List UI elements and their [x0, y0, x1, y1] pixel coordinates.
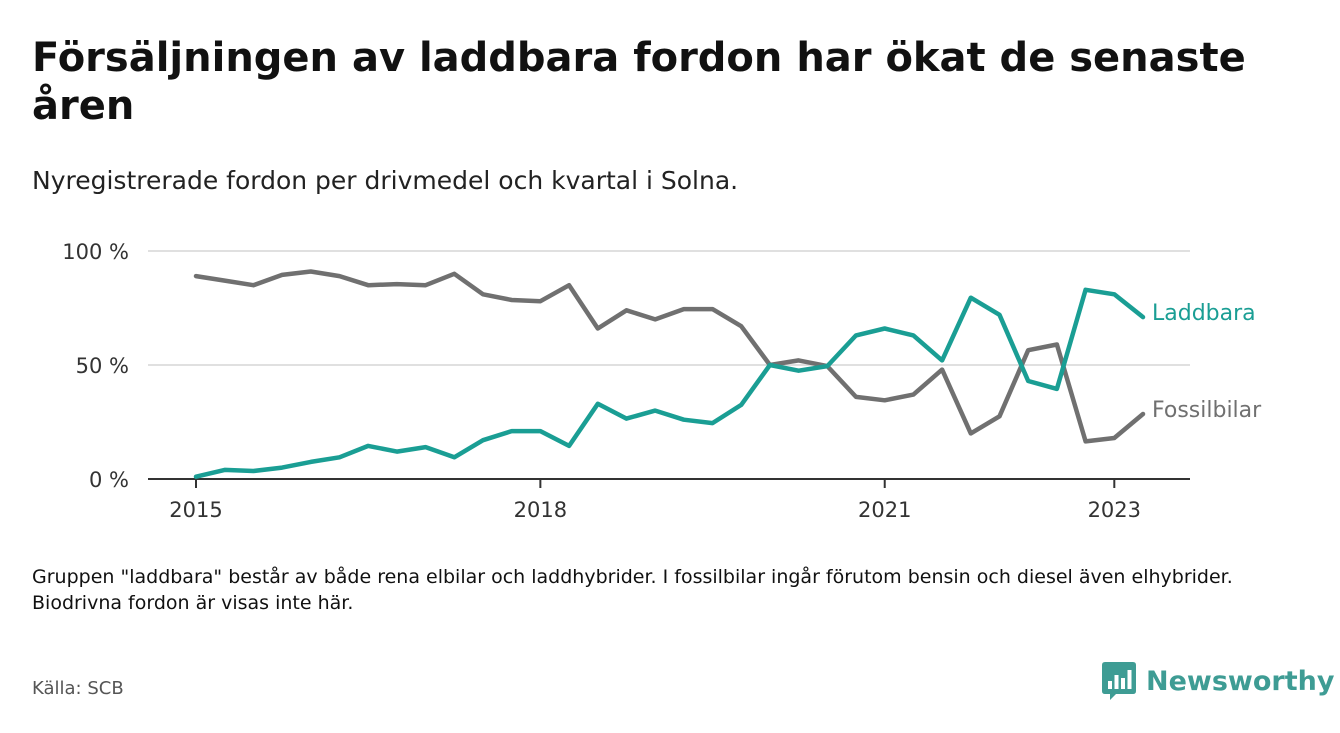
series-label-laddbara: Laddbara: [1152, 301, 1256, 326]
y-tick-label: 100 %: [62, 240, 129, 264]
x-tick-label: 2015: [169, 498, 222, 522]
y-tick-label: 0 %: [89, 468, 129, 492]
y-tick-label: 50 %: [76, 354, 129, 378]
source-text: Källa: SCB: [32, 678, 124, 699]
brand-name: Newsworthy: [1146, 665, 1335, 697]
chart-subtitle: Nyregistrerade fordon per drivmedel och …: [32, 166, 739, 195]
series-label-fossilbilar: Fossilbilar: [1152, 398, 1262, 423]
chart-title: Försäljningen av laddbara fordon har öka…: [32, 35, 1246, 129]
line-chart: 0 % 50 % 100 % 2015 2018 2021 2023 Fossilbila…: [62, 240, 1262, 522]
y-axis-ticks: 0 % 50 % 100 %: [62, 240, 129, 492]
series-line-fossilbilar: [193, 269, 1146, 444]
series-line-laddbara: [193, 287, 1146, 479]
x-tick-label: 2021: [858, 498, 911, 522]
x-axis: 2015 2018 2021 2023: [148, 478, 1190, 522]
x-tick-label: 2018: [514, 498, 567, 522]
series-lines: [193, 269, 1146, 479]
grid-lines: [148, 250, 1190, 366]
brand-logo: Newsworthy: [1102, 662, 1334, 700]
footnote: Gruppen "laddbara" består av både rena e…: [32, 566, 1233, 614]
series-labels: Fossilbilar Laddbara: [1152, 301, 1262, 423]
bar-chart-icon: [1102, 662, 1136, 700]
x-tick-label: 2023: [1088, 498, 1141, 522]
